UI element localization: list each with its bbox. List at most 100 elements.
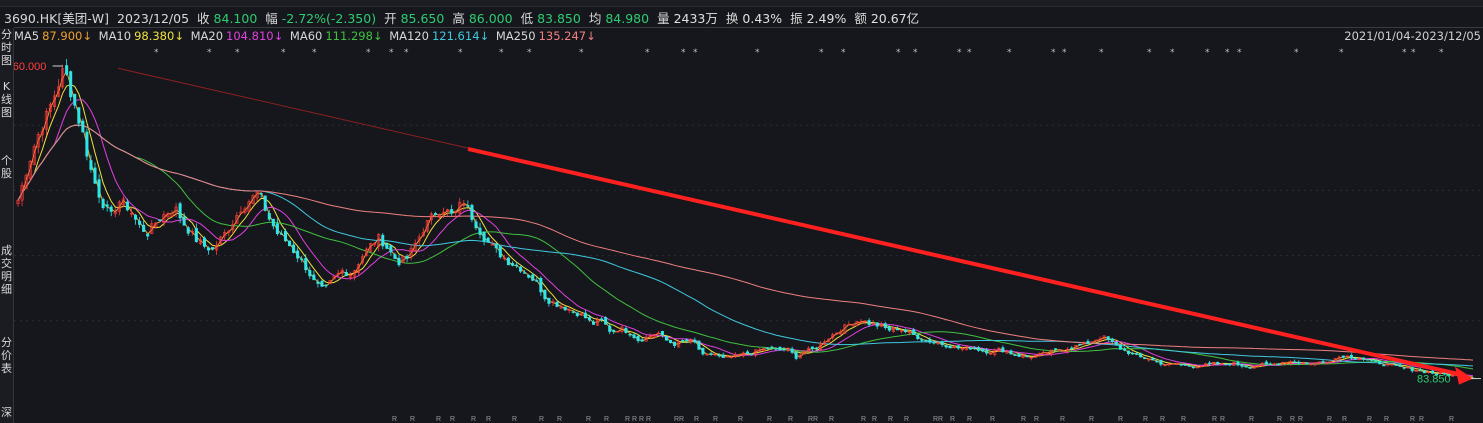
- candle-body: [202, 237, 206, 247]
- candle-body: [685, 339, 689, 342]
- candle-body: [709, 353, 713, 355]
- event-star: *: [389, 48, 394, 58]
- candle-body: [121, 198, 125, 206]
- candle-body: [178, 203, 182, 219]
- candle-body: [790, 348, 794, 353]
- candle-body: [875, 322, 879, 327]
- candle-body: [835, 332, 839, 335]
- candle-body: [664, 336, 668, 341]
- candle-body: [1394, 364, 1398, 366]
- r-marker: R: [557, 416, 562, 423]
- candle-body: [231, 224, 235, 231]
- candle-body: [782, 348, 786, 351]
- r-marker: R: [1021, 416, 1026, 423]
- candle-body: [316, 281, 320, 284]
- event-star: *: [1170, 48, 1175, 58]
- candle-body: [798, 354, 802, 359]
- r-marker: R: [938, 416, 943, 423]
- candle-body: [198, 239, 202, 244]
- quote-date: 2023/12/05: [117, 11, 190, 26]
- candle-body: [320, 280, 324, 287]
- candle-body: [1248, 366, 1252, 369]
- candle-body: [490, 244, 494, 246]
- candle-body: [583, 312, 587, 319]
- tab-ge[interactable]: 个股: [1, 154, 12, 180]
- candle-body: [227, 231, 231, 233]
- candle-body: [972, 347, 977, 349]
- candle-body: [1106, 336, 1110, 340]
- candle-body: [1009, 350, 1013, 355]
- r-marker: R: [933, 416, 938, 423]
- tab-fenshi[interactable]: 分时图: [1, 28, 12, 67]
- candle-body: [340, 269, 344, 274]
- candle-body: [288, 240, 292, 247]
- candle-body: [332, 275, 336, 280]
- candle-body: [737, 354, 741, 356]
- candle-body: [721, 354, 725, 358]
- candle-body: [1341, 355, 1345, 358]
- r-marker: R: [604, 416, 609, 423]
- candle-body: [1167, 363, 1171, 366]
- r-marker: R: [1384, 416, 1389, 423]
- event-star: *: [1007, 48, 1012, 58]
- ma60-label: MA60: [289, 29, 323, 43]
- r-marker: R: [625, 416, 630, 423]
- low-value: 83.850: [537, 11, 581, 26]
- candle-body: [1349, 354, 1353, 359]
- candle-body: [1086, 340, 1090, 345]
- candle-body: [1122, 348, 1126, 351]
- r-marker: R: [1342, 416, 1347, 423]
- candle-body: [1382, 364, 1386, 367]
- chart-grid: [14, 124, 1483, 322]
- candle-body: [97, 179, 101, 198]
- r-marker: R: [639, 416, 644, 423]
- candle-body: [1216, 362, 1220, 365]
- event-star: *: [1294, 48, 1299, 58]
- r-marker: R: [679, 416, 684, 423]
- candle-body: [93, 167, 97, 184]
- candle-body: [559, 306, 563, 309]
- candle-body: [134, 214, 138, 220]
- tab-kline[interactable]: K线图: [1, 80, 12, 119]
- candle-body: [519, 266, 523, 272]
- candle-body: [1256, 365, 1260, 368]
- candle-body: [105, 204, 109, 207]
- tab-fenjia[interactable]: 分价表: [1, 336, 12, 375]
- candle-body: [1366, 359, 1370, 361]
- symbol-label: 3690.HK[美团-W]: [4, 11, 110, 26]
- low-label: 低: [520, 11, 534, 26]
- ma20-label: MA20: [190, 29, 224, 43]
- ma20-line: [17, 99, 1474, 377]
- candle-body: [579, 313, 583, 316]
- candle-body: [733, 354, 737, 358]
- r-marker: R: [808, 416, 813, 423]
- candle-body: [762, 348, 766, 352]
- candle-body: [563, 306, 567, 311]
- candle-body: [194, 228, 198, 242]
- ma10-line: [17, 83, 1474, 378]
- tab-chengjiao[interactable]: 成交明细: [1, 244, 12, 296]
- candle-body: [69, 71, 73, 98]
- r-marker: R: [436, 416, 441, 423]
- candle-body: [279, 233, 283, 235]
- r-marker: R: [713, 416, 718, 423]
- candle-body: [421, 232, 425, 237]
- candle-body: [673, 341, 677, 346]
- candle-body: [433, 213, 437, 216]
- candle-body: [705, 353, 709, 356]
- event-star: *: [499, 48, 504, 58]
- candle-body: [746, 351, 750, 354]
- event-star: *: [1205, 48, 1210, 58]
- candle-body: [1289, 361, 1293, 364]
- candle-body: [486, 237, 490, 243]
- candle-body: [1025, 355, 1029, 358]
- tab-more[interactable]: 深: [1, 406, 12, 419]
- candle-body: [770, 346, 774, 349]
- candle-body: [1082, 342, 1086, 345]
- ma-lines: [17, 70, 1474, 379]
- min-price-label: 83.850: [1417, 374, 1451, 386]
- candle-body: [150, 223, 154, 235]
- candle-body: [158, 219, 162, 222]
- candle-body: [944, 345, 948, 348]
- kline-chart[interactable]: * * * * * * * * * * * * * * * * * * * * * * * * * * * * * * * * * * * * 460…: [14, 46, 1483, 423]
